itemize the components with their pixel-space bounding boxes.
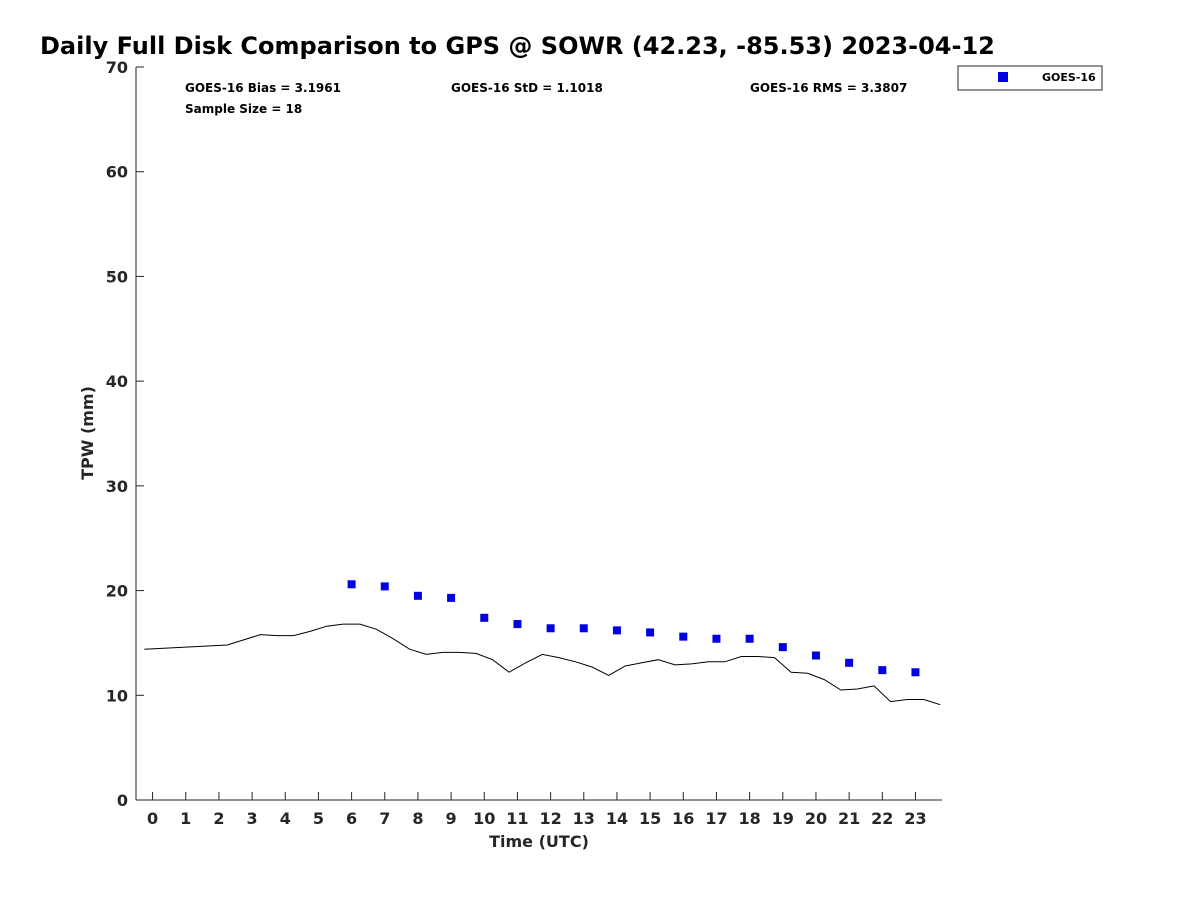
x-tick-label: 0: [147, 809, 158, 828]
y-tick-label: 70: [106, 58, 128, 77]
x-tick-label: 22: [871, 809, 893, 828]
x-ticks: 0 1 2 3 4 5 6 7 8 9 10 11 12 13 14 15 16 17 18 19 20 21 22 23: [147, 792, 927, 828]
gps-line: [144, 623, 941, 706]
rms-stat: GOES-16 RMS = 3.3807: [750, 81, 907, 95]
x-tick-label: 16: [672, 809, 694, 828]
x-tick-label: 15: [639, 809, 661, 828]
x-tick-label: 13: [573, 809, 595, 828]
x-tick-label: 14: [606, 809, 628, 828]
sample-size-stat: Sample Size = 18: [185, 102, 302, 116]
goes16-point: [878, 666, 887, 675]
goes16-point: [811, 651, 820, 660]
y-tick-label: 20: [106, 582, 128, 601]
goes16-point: [347, 580, 356, 589]
x-tick-label: 8: [412, 809, 423, 828]
x-tick-label: 6: [346, 809, 357, 828]
goes16-point: [413, 591, 422, 600]
legend-box: [957, 65, 1103, 91]
chart-title: Daily Full Disk Comparison to GPS @ SOWR…: [40, 32, 995, 60]
goes16-point: [845, 658, 854, 667]
x-tick-label: 4: [280, 809, 291, 828]
x-tick-label: 9: [446, 809, 457, 828]
legend-label: GOES-16: [1042, 71, 1096, 84]
series-layer: [144, 580, 941, 706]
x-tick-label: 5: [313, 809, 324, 828]
y-ticks: 0 10 20 30 40 50 60 70: [106, 58, 144, 810]
x-tick-label: 17: [705, 809, 727, 828]
goes16-point: [612, 626, 621, 635]
legend-marker: [998, 72, 1008, 82]
y-tick-label: 0: [117, 791, 128, 810]
x-tick-label: 10: [473, 809, 495, 828]
goes16-point: [579, 624, 588, 633]
x-tick-label: 7: [379, 809, 390, 828]
x-tick-label: 1: [180, 809, 191, 828]
std-stat: GOES-16 StD = 1.1018: [451, 81, 603, 95]
x-tick-label: 19: [772, 809, 794, 828]
x-axis-label: Time (UTC): [489, 832, 589, 851]
goes16-point: [679, 632, 688, 641]
goes16-point: [447, 593, 456, 602]
goes16-point: [480, 613, 489, 622]
goes16-point: [911, 668, 920, 677]
bias-stat: GOES-16 Bias = 3.1961: [185, 81, 341, 95]
x-tick-label: 3: [247, 809, 258, 828]
y-axis-label: TPW (mm): [78, 386, 97, 480]
y-tick-label: 10: [106, 686, 128, 705]
x-tick-label: 23: [904, 809, 926, 828]
goes16-point: [380, 582, 389, 591]
goes16-point: [513, 620, 522, 629]
x-tick-label: 18: [738, 809, 760, 828]
legend: GOES-16: [957, 65, 1103, 91]
goes16-point: [546, 624, 555, 633]
y-tick-label: 30: [106, 477, 128, 496]
goes16-point: [778, 643, 787, 652]
goes16-point: [712, 634, 721, 643]
axes: [135, 67, 942, 801]
y-tick-label: 40: [106, 372, 128, 391]
x-tick-label: 2: [213, 809, 224, 828]
x-tick-label: 21: [838, 809, 860, 828]
x-tick-label: 20: [805, 809, 827, 828]
goes16-point: [646, 628, 655, 637]
y-tick-label: 60: [106, 163, 128, 182]
goes16-point: [745, 634, 754, 643]
x-tick-label: 12: [539, 809, 561, 828]
x-tick-label: 11: [506, 809, 528, 828]
y-tick-label: 50: [106, 267, 128, 286]
